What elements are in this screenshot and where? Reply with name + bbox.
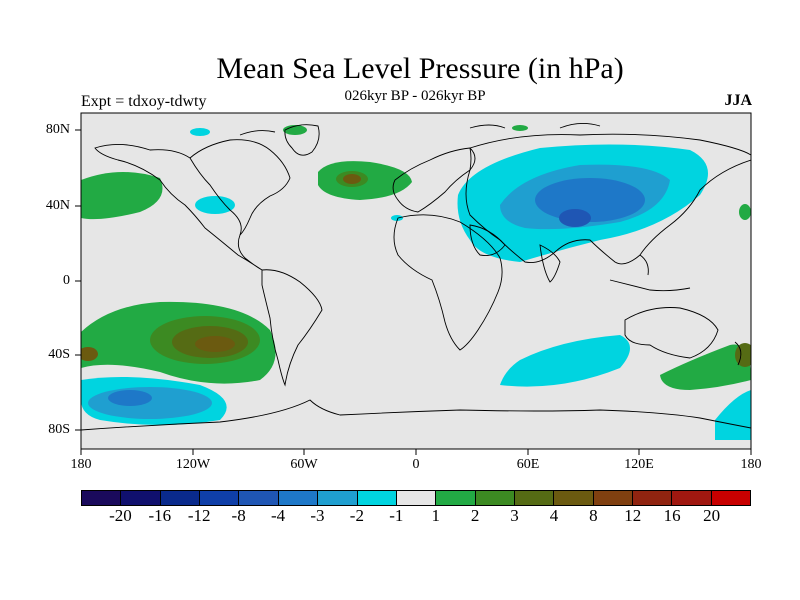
lat-label-40n: 40N (45, 198, 70, 213)
anomaly-core-southern-ocean-min (108, 390, 152, 406)
lon-label-180w: 180 (70, 457, 92, 472)
anomaly-patch-east-us (195, 196, 235, 214)
colorbar-swatch (633, 491, 673, 505)
lat-label-80n: 80N (45, 122, 70, 137)
lat-label-0: 0 (63, 273, 70, 288)
colorbar-label: 4 (549, 506, 559, 525)
colorbar-label: 8 (589, 506, 598, 525)
colorbar-label: 12 (624, 506, 642, 525)
colorbar-label: -8 (231, 506, 246, 525)
colorbar-label: 16 (663, 506, 681, 525)
season-label: JJA (724, 92, 752, 109)
colorbar-label: 1 (431, 506, 440, 525)
anomaly-core-asia-mid (535, 178, 645, 222)
colorbar-swatch (554, 491, 594, 505)
lon-label-120w: 120W (175, 457, 211, 472)
colorbar-swatch (278, 491, 319, 505)
chart-subtitle: 026kyr BP - 026kyr BP (344, 88, 486, 104)
colorbar-swatch (357, 491, 397, 505)
lon-label-60w: 60W (290, 457, 318, 472)
chart-title: Mean Sea Level Pressure (in hPa) (216, 52, 624, 85)
lat-label-40s: 40S (48, 347, 70, 362)
coastlines (81, 123, 751, 431)
pressure-anomaly-field (81, 123, 751, 440)
anomaly-region-south-indian (500, 335, 630, 387)
colorbar-label: 3 (510, 506, 519, 525)
colorbar-label: -20 (109, 506, 132, 525)
colorbar-swatch (672, 491, 712, 505)
anomaly-core-sw-pacific (735, 343, 751, 367)
colorbar-swatch (514, 491, 555, 505)
anomaly-patch-west-pacific (739, 204, 751, 220)
lon-label-60e: 60E (516, 457, 540, 472)
anomaly-patch-arctic (512, 125, 528, 131)
anomaly-patch-greenland (283, 125, 307, 135)
colorbar-label: -1 (389, 506, 404, 525)
lon-label-120e: 120E (624, 457, 654, 472)
colorbar-swatch (318, 491, 358, 505)
anomaly-core-southern-ocean (88, 387, 212, 419)
colorbar-swatch (593, 491, 634, 505)
anomaly-core-south-pacific-max (195, 336, 235, 352)
colorbar (81, 490, 751, 506)
colorbar-label: -16 (148, 506, 172, 525)
anomaly-core-south-pacific-west (81, 347, 98, 361)
colorbar-swatch (396, 491, 437, 505)
anomaly-region-sw-pacific (660, 344, 751, 390)
anomaly-patch-mediterranean (391, 215, 403, 221)
colorbar-label: -3 (310, 506, 325, 525)
anomaly-core-asia-min (559, 209, 591, 227)
lon-label-180e: 180 (740, 457, 762, 472)
anomaly-region-north-pacific (81, 171, 163, 220)
colorbar-swatch (239, 491, 279, 505)
anomaly-region-se-pacific (715, 390, 751, 440)
colorbar-swatch (475, 491, 515, 505)
colorbar-label: 2 (470, 506, 480, 525)
colorbar-label: -12 (187, 506, 211, 525)
axis-ticks (75, 129, 752, 455)
colorbar-swatch (200, 491, 240, 505)
colorbar-swatch (82, 491, 122, 505)
colorbar-swatch (711, 491, 751, 505)
anomaly-core-north-atlantic-max (343, 174, 361, 184)
colorbar-swatch (436, 491, 476, 505)
anomaly-patch-canada (190, 128, 210, 136)
colorbar-swatch (160, 491, 201, 505)
colorbar-label: -2 (349, 506, 364, 525)
colorbar-label: 20 (703, 506, 721, 525)
colorbar-label: -4 (270, 506, 286, 525)
lat-label-80s: 80S (48, 422, 70, 437)
experiment-label: Expt = tdxoy-tdwty (81, 93, 207, 110)
colorbar-swatch (121, 491, 161, 505)
lon-label-0: 0 (412, 457, 420, 472)
